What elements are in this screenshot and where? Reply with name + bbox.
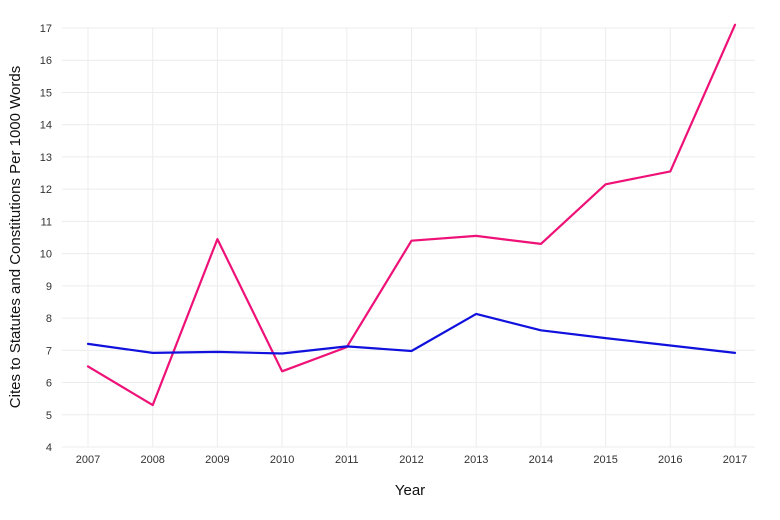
y-tick-label: 14 <box>40 120 52 132</box>
x-tick-label: 2014 <box>529 454 553 466</box>
grid <box>62 27 755 448</box>
y-axis-title: Cites to Statutes and Constitutions Per … <box>7 66 24 408</box>
y-tick-label: 16 <box>40 55 52 67</box>
x-tick-label: 2017 <box>723 454 747 466</box>
y-tick-label: 13 <box>40 152 52 164</box>
y-tick-label: 15 <box>40 87 52 99</box>
y-tick-label: 4 <box>46 442 52 454</box>
series-line-1 <box>86 23 737 407</box>
x-tick-label: 2007 <box>76 454 100 466</box>
x-tick-label: 2010 <box>270 454 294 466</box>
y-tick-label: 7 <box>46 345 52 357</box>
y-tick-label: 8 <box>46 313 52 325</box>
y-tick-label: 6 <box>46 378 52 390</box>
x-tick-label: 2013 <box>464 454 488 466</box>
y-tick-label: 10 <box>40 249 52 261</box>
x-axis-title: Year <box>395 482 425 499</box>
y-tick-label: 9 <box>46 281 52 293</box>
x-tick-label: 2012 <box>399 454 423 466</box>
y-tick-label: 17 <box>40 23 52 35</box>
y-tick-label: 12 <box>40 184 52 196</box>
x-tick-label: 2015 <box>593 454 617 466</box>
y-tick-label: 11 <box>41 216 52 228</box>
y-axis-ticks: 4 5 6 7 8 9 10 11 12 13 14 15 16 17 <box>40 23 52 454</box>
x-tick-label: 2009 <box>205 454 229 466</box>
series-lines <box>86 23 737 407</box>
x-tick-label: 2011 <box>335 454 359 466</box>
x-tick-label: 2008 <box>140 454 164 466</box>
x-axis-ticks: 2007 2008 2009 2010 2011 2012 2013 2014 2015 2016… <box>76 454 747 466</box>
series-line-2 <box>86 312 737 355</box>
y-tick-label: 5 <box>46 410 52 422</box>
x-tick-label: 2016 <box>658 454 682 466</box>
